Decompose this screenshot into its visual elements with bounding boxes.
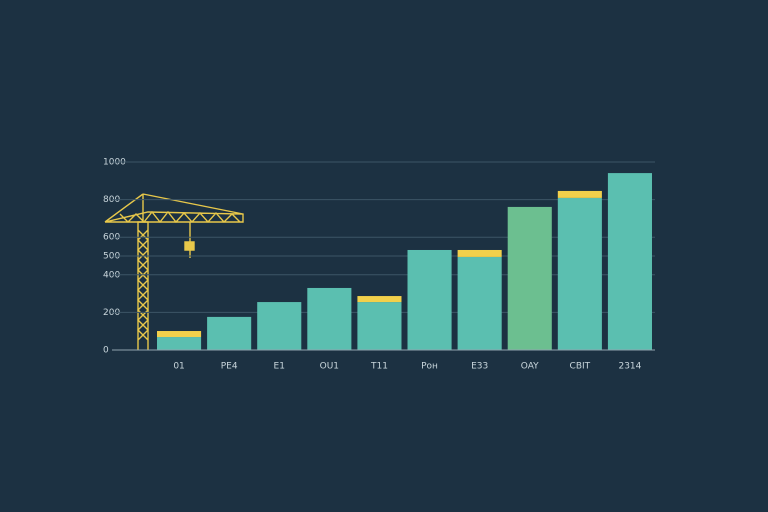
x-tick-label: E1: [274, 362, 285, 372]
x-tick-label: CBIT: [570, 362, 591, 372]
y-tick-label: 800: [103, 195, 120, 205]
x-tick-label: T11: [370, 362, 388, 372]
bar-cap: [457, 249, 502, 257]
y-tick-label: 0: [103, 346, 109, 356]
bar-cap: [157, 331, 202, 338]
x-tick-label: PE4: [221, 362, 238, 372]
crane-illustration: [104, 193, 244, 350]
y-tick-label: 600: [103, 233, 120, 243]
bar: [607, 173, 652, 350]
bar: [407, 249, 452, 350]
x-tick-label: OU1: [320, 362, 339, 372]
bar: [357, 302, 402, 350]
x-tick-label: 01: [173, 362, 184, 372]
x-tick-label: Pон: [421, 362, 438, 372]
bar: [457, 256, 502, 350]
bar-cap: [357, 296, 402, 303]
y-tick-label: 200: [103, 308, 120, 318]
y-tick-label: 400: [103, 270, 120, 280]
bar: [207, 316, 252, 350]
bar: [307, 287, 352, 350]
bar: [157, 337, 202, 350]
bar: [257, 302, 302, 350]
x-tick-label: OAY: [521, 362, 539, 372]
x-tick-label: E33: [471, 362, 488, 372]
bar-cap: [557, 190, 602, 198]
bar: [507, 206, 552, 350]
x-tick-label: 2314: [618, 362, 641, 372]
bar: [557, 197, 602, 350]
crane-hook: [185, 242, 194, 250]
y-tick-label: 500: [103, 252, 120, 262]
